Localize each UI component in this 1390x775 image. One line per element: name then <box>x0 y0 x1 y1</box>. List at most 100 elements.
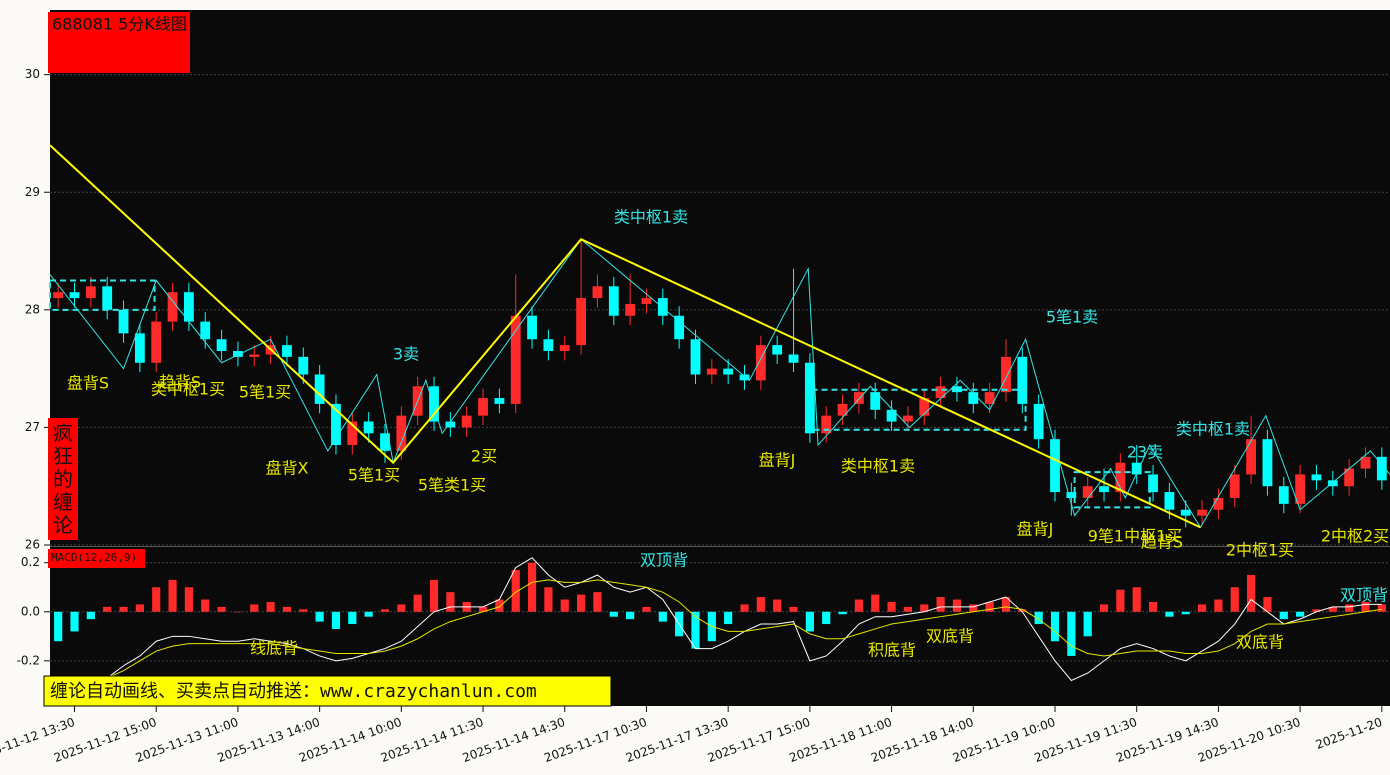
candle-body <box>1148 474 1158 493</box>
annotation: 5笔1卖 <box>1046 308 1098 327</box>
annotation: 积底背 <box>868 641 916 660</box>
candle-body <box>1246 439 1256 475</box>
annotation: 23卖 <box>1127 443 1163 462</box>
annotation: 类中枢1卖 <box>841 457 915 476</box>
macd-bar <box>184 587 193 612</box>
y-tick-label: 26 <box>25 538 40 552</box>
candle-body <box>755 345 766 381</box>
annotation: 盘背J <box>1017 520 1054 539</box>
annotation: 3卖 <box>393 345 419 364</box>
macd-bar <box>103 606 112 612</box>
candle-body <box>167 292 178 322</box>
macd-bar <box>822 611 831 625</box>
candle-body <box>233 350 243 357</box>
macd-bar <box>903 606 913 612</box>
candle-body <box>249 354 260 357</box>
annotation: 盘背S <box>67 374 109 393</box>
candle-body <box>461 415 472 428</box>
macd-bar <box>920 604 929 612</box>
macd-bar <box>54 611 63 642</box>
candle-body <box>1180 509 1191 516</box>
macd-bar <box>233 611 243 613</box>
candle-body <box>298 356 309 375</box>
macd-bar <box>642 606 651 612</box>
candle-body <box>363 421 374 434</box>
footer-box <box>43 675 612 707</box>
footer: 缠论自动画线、买卖点自动推送：www.crazychanlun.com <box>50 681 537 702</box>
macd-bar <box>413 594 422 612</box>
candle-body <box>690 339 701 375</box>
macd-bar <box>299 609 308 612</box>
y-tick-label: 28 <box>25 302 40 316</box>
candle-body <box>478 398 488 416</box>
macd-bar <box>936 597 945 612</box>
macd-bar <box>511 570 520 612</box>
annotation: 双顶背 <box>640 551 688 570</box>
candle-body <box>53 292 64 299</box>
macd-bar <box>740 604 749 612</box>
macd-bar <box>969 604 978 612</box>
macd-bar <box>70 611 79 632</box>
macd-bar <box>1050 611 1060 642</box>
center-box <box>49 279 156 311</box>
macd-bar <box>168 579 177 612</box>
macd-bar <box>380 609 390 612</box>
y-tick-label: -0.2 <box>17 653 40 667</box>
candle-body <box>380 433 390 451</box>
macd-bar <box>1099 604 1109 612</box>
macd-bar <box>1247 574 1256 612</box>
y-tick-label: 30 <box>25 67 40 81</box>
candle-body <box>903 415 913 422</box>
candle-body <box>886 409 897 422</box>
macd-bar <box>1312 609 1321 612</box>
candle-body <box>1001 356 1011 393</box>
macd-bar <box>1018 609 1027 612</box>
candle-body <box>608 286 619 316</box>
macd-bar <box>871 594 880 612</box>
macd-bar <box>724 611 733 625</box>
y-tick-label: 27 <box>25 420 40 434</box>
candle-body <box>1115 462 1126 493</box>
candle-body <box>1229 474 1240 498</box>
macd-bar <box>1034 611 1043 625</box>
candle-body <box>821 415 832 434</box>
candle-body <box>919 398 930 416</box>
annotation: 盘背X <box>266 459 309 478</box>
candle-body <box>1164 492 1175 510</box>
segment-line <box>49 144 1201 529</box>
macd-line <box>58 579 1382 699</box>
candle-body <box>151 321 162 363</box>
macd-bar <box>1116 589 1125 612</box>
candle-body <box>216 339 227 351</box>
candle-body <box>543 339 554 351</box>
candle-body <box>1082 486 1093 498</box>
macd-bar <box>1361 601 1370 612</box>
macd-bar <box>429 579 439 612</box>
macd-bar <box>495 599 504 612</box>
annotation: 5笔1买 <box>239 383 291 402</box>
candle-body <box>1197 509 1207 516</box>
candle-body <box>1376 456 1387 481</box>
macd-bar <box>315 611 324 622</box>
candle-body <box>984 392 995 404</box>
candle-body <box>1213 497 1224 510</box>
macd-bar <box>658 611 667 622</box>
candle-body <box>625 303 636 316</box>
macd-bar <box>773 599 782 612</box>
annotation: 趋背S <box>159 373 201 392</box>
candle-body <box>314 374 325 404</box>
macd-bar <box>1181 611 1190 615</box>
candle-body <box>739 374 750 381</box>
candle-body <box>772 345 783 355</box>
candle-body <box>118 309 129 334</box>
annotation: 5笔1买 <box>348 466 400 485</box>
annotation: 线底背 <box>250 639 298 658</box>
macd-bar <box>838 611 847 615</box>
candle-body <box>641 298 652 304</box>
x-tick-label: 2025-11-20 <box>1314 715 1384 752</box>
macd-bar <box>1001 597 1011 612</box>
annotation: 5笔类1买 <box>418 476 486 495</box>
candle-body <box>723 368 734 375</box>
side-label: 疯狂的缠论 <box>53 421 73 537</box>
annotation: 趋背S <box>1141 533 1183 552</box>
